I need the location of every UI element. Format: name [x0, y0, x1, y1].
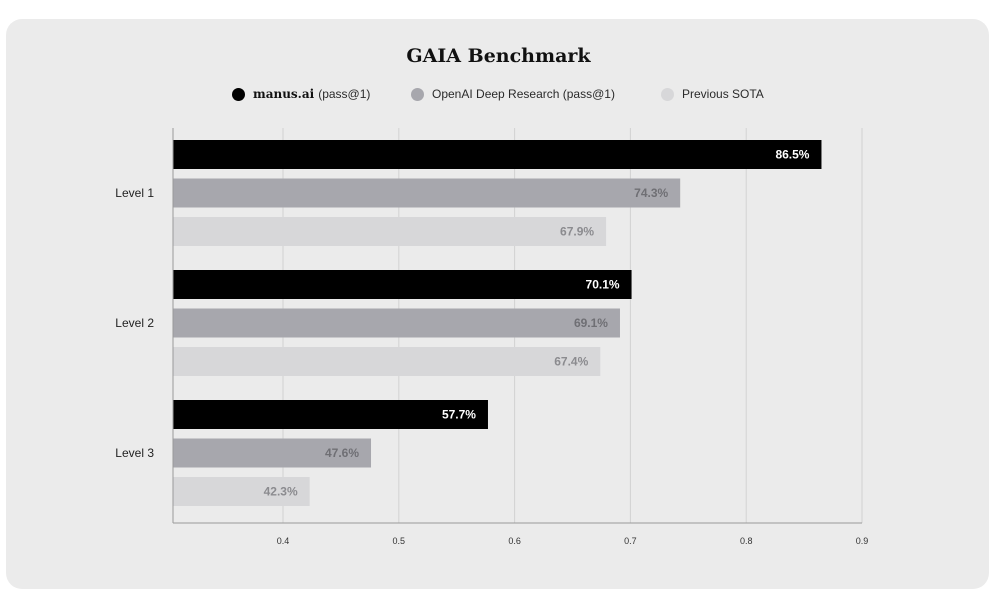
bar-value-label-1-0: 70.1%: [586, 278, 620, 292]
legend-item-previous-sota[interactable]: Previous SOTA: [661, 85, 764, 103]
bar-value-label-2-1: 47.6%: [325, 446, 359, 460]
chart-title: GAIA Benchmark: [406, 45, 591, 67]
bar-level-2-series-0: [173, 270, 632, 299]
legend-swatch-openai: [411, 87, 424, 101]
bar-level-3-series-1: [173, 438, 372, 468]
category-label-2: Level 3: [115, 446, 154, 460]
bar-level-2-series-2: [173, 347, 601, 376]
bar-value-label-1-1: 69.1%: [574, 316, 608, 330]
chart-card: [6, 19, 989, 589]
legend-item-openai[interactable]: OpenAI Deep Research (pass@1): [411, 85, 615, 103]
chart-legend: manus.ai (pass@1) OpenAI Deep Research (…: [0, 85, 997, 103]
legend-label-manus-suffix: (pass@1): [318, 87, 371, 101]
bar-level-1-series-0: [173, 140, 822, 169]
legend-label-manus: manus.ai: [253, 87, 315, 101]
x-tick-label-5: 0.9: [856, 536, 869, 546]
bar-level-3-series-0: [173, 400, 488, 429]
bar-value-label-0-1: 74.3%: [634, 186, 668, 200]
category-label-0: Level 1: [115, 186, 154, 200]
x-tick-label-4: 0.8: [740, 536, 753, 546]
bar-level-1-series-1: [173, 178, 681, 208]
legend-swatch-previous-sota: [661, 87, 674, 101]
legend-label-openai: OpenAI Deep Research (pass@1): [432, 87, 615, 101]
bar-value-label-1-2: 67.4%: [554, 355, 588, 369]
legend-label-previous-sota: Previous SOTA: [682, 87, 764, 101]
x-tick-label-3: 0.7: [624, 536, 637, 546]
legend-swatch-manus: [232, 87, 245, 101]
legend-item-manus[interactable]: manus.ai (pass@1): [232, 85, 370, 103]
category-label-1: Level 2: [115, 316, 154, 330]
bar-value-label-0-0: 86.5%: [775, 148, 809, 162]
bar-level-1-series-2: [173, 217, 607, 246]
x-tick-label-0: 0.4: [277, 536, 290, 546]
bar-level-2-series-1: [173, 308, 620, 338]
bar-value-label-2-2: 42.3%: [264, 485, 298, 499]
bar-level-3-series-2: [173, 477, 310, 506]
x-tick-label-2: 0.6: [508, 536, 521, 546]
bar-value-label-0-2: 67.9%: [560, 225, 594, 239]
bar-value-label-2-0: 57.7%: [442, 408, 476, 422]
x-tick-label-1: 0.5: [393, 536, 406, 546]
